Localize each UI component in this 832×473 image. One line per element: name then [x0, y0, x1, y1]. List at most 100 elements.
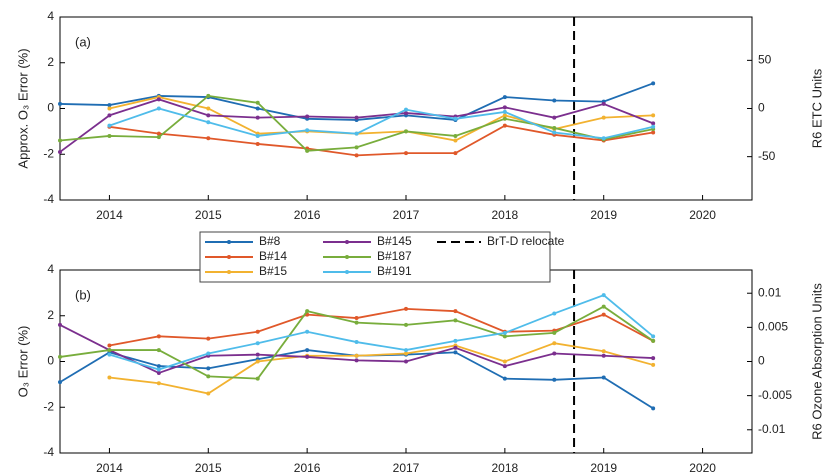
y-tick-label: -2 [43, 146, 54, 160]
legend-marker [227, 240, 231, 244]
point [305, 354, 310, 359]
point [601, 101, 606, 106]
legend-marker [227, 255, 231, 259]
point [601, 312, 606, 317]
y2-tick-label: 0 [758, 354, 765, 368]
point [404, 107, 408, 112]
y-tick-label: -4 [43, 192, 54, 206]
point [552, 98, 557, 103]
point [255, 376, 260, 381]
point [156, 135, 161, 140]
x-tick-label: 2016 [294, 461, 321, 473]
y2-tick-label: -50 [758, 149, 776, 163]
point [58, 138, 62, 143]
x-tick-label: 2019 [590, 208, 617, 222]
y2-tick-label: 0.01 [758, 285, 782, 299]
legend-label: B#15 [259, 264, 287, 278]
point [107, 103, 112, 108]
point [305, 329, 310, 334]
point [453, 133, 458, 138]
point [206, 120, 211, 125]
panel-label: (b) [75, 287, 91, 302]
point [354, 316, 359, 321]
series-line [109, 294, 654, 371]
point [354, 145, 359, 150]
point [156, 334, 161, 339]
point [453, 338, 458, 343]
point [651, 130, 656, 135]
y2-axis-label: R6 ETC Units [809, 68, 824, 148]
point [601, 136, 606, 141]
point [206, 93, 211, 98]
x-tick-label: 2018 [492, 208, 519, 222]
series-line [59, 98, 654, 153]
y-tick-label: 0 [47, 354, 54, 368]
point [305, 128, 310, 133]
point [404, 359, 408, 364]
point [156, 131, 161, 136]
legend-marker [227, 270, 231, 274]
y-tick-label: 0 [47, 101, 54, 115]
point [601, 293, 606, 298]
point [255, 359, 260, 364]
point [404, 151, 408, 156]
point [354, 353, 359, 358]
series-line [109, 124, 654, 157]
point [305, 114, 310, 119]
series-line [109, 342, 654, 395]
point [305, 348, 310, 353]
point [651, 362, 656, 367]
legend-label: B#187 [377, 249, 412, 263]
point [354, 340, 359, 345]
point [156, 367, 161, 372]
y-tick-label: 2 [47, 55, 54, 69]
y-tick-label: 2 [47, 308, 54, 322]
point [107, 133, 112, 138]
series-line [59, 94, 654, 152]
legend-label: B#14 [259, 249, 287, 263]
point [502, 116, 507, 121]
legend-marker [345, 240, 349, 244]
legend-label: B#191 [377, 264, 412, 278]
point [107, 375, 112, 380]
y-tick-label: 4 [47, 9, 54, 23]
point [502, 105, 507, 110]
point [552, 311, 557, 316]
point [404, 351, 408, 356]
point [354, 358, 359, 363]
point [255, 329, 260, 334]
point [107, 348, 112, 353]
y2-tick-label: -0.01 [758, 422, 786, 436]
y2-tick-label: 0.005 [758, 320, 788, 334]
point [651, 81, 656, 86]
point [156, 97, 161, 102]
point [354, 131, 359, 136]
x-tick-label: 2016 [294, 208, 321, 222]
point [305, 309, 310, 314]
point [206, 336, 211, 341]
legend-label: B#145 [377, 234, 412, 248]
point [453, 318, 458, 323]
point [552, 330, 557, 335]
y2-axis-label: R6 Ozone Absorption Units [809, 283, 824, 440]
y2-tick-label: 50 [758, 53, 772, 67]
y-tick-label: -4 [43, 445, 54, 459]
point [453, 345, 458, 350]
point [255, 352, 260, 357]
point [453, 116, 458, 121]
point [502, 359, 507, 364]
series-line [109, 307, 654, 347]
point [502, 113, 507, 118]
x-tick-label: 2017 [393, 461, 420, 473]
point [107, 106, 112, 111]
point [255, 141, 260, 146]
point [404, 129, 408, 134]
point [502, 123, 507, 128]
point [404, 322, 408, 327]
point [651, 338, 656, 343]
point [107, 352, 112, 357]
legend-marker [345, 255, 349, 259]
point [453, 350, 458, 355]
point [502, 95, 507, 100]
